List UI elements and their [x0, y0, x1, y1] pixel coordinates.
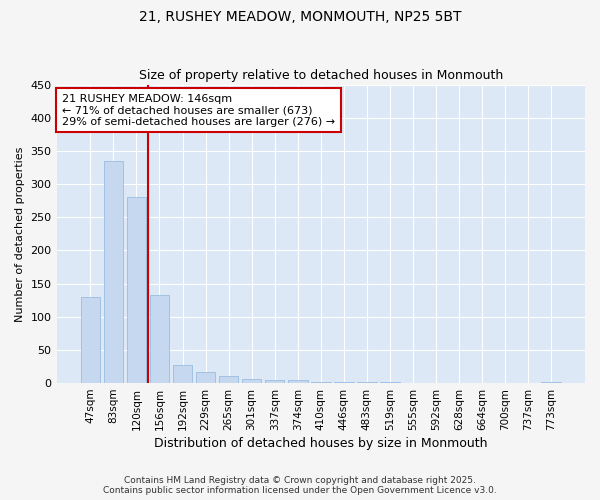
Bar — [173, 365, 193, 383]
Bar — [265, 380, 284, 383]
Bar — [196, 372, 215, 383]
Bar — [127, 198, 146, 383]
Title: Size of property relative to detached houses in Monmouth: Size of property relative to detached ho… — [139, 69, 503, 82]
Bar — [219, 376, 238, 383]
Text: 21, RUSHEY MEADOW, MONMOUTH, NP25 5BT: 21, RUSHEY MEADOW, MONMOUTH, NP25 5BT — [139, 10, 461, 24]
Bar — [80, 297, 100, 383]
Bar — [357, 382, 377, 383]
Bar — [288, 380, 308, 383]
Bar — [334, 382, 353, 383]
Bar — [149, 295, 169, 383]
X-axis label: Distribution of detached houses by size in Monmouth: Distribution of detached houses by size … — [154, 437, 488, 450]
Bar — [104, 161, 123, 383]
Bar — [380, 382, 400, 383]
Bar — [311, 382, 331, 383]
Bar — [242, 379, 262, 383]
Text: 21 RUSHEY MEADOW: 146sqm
← 71% of detached houses are smaller (673)
29% of semi-: 21 RUSHEY MEADOW: 146sqm ← 71% of detach… — [62, 94, 335, 126]
Text: Contains HM Land Registry data © Crown copyright and database right 2025.
Contai: Contains HM Land Registry data © Crown c… — [103, 476, 497, 495]
Bar — [541, 382, 561, 383]
Y-axis label: Number of detached properties: Number of detached properties — [15, 146, 25, 322]
